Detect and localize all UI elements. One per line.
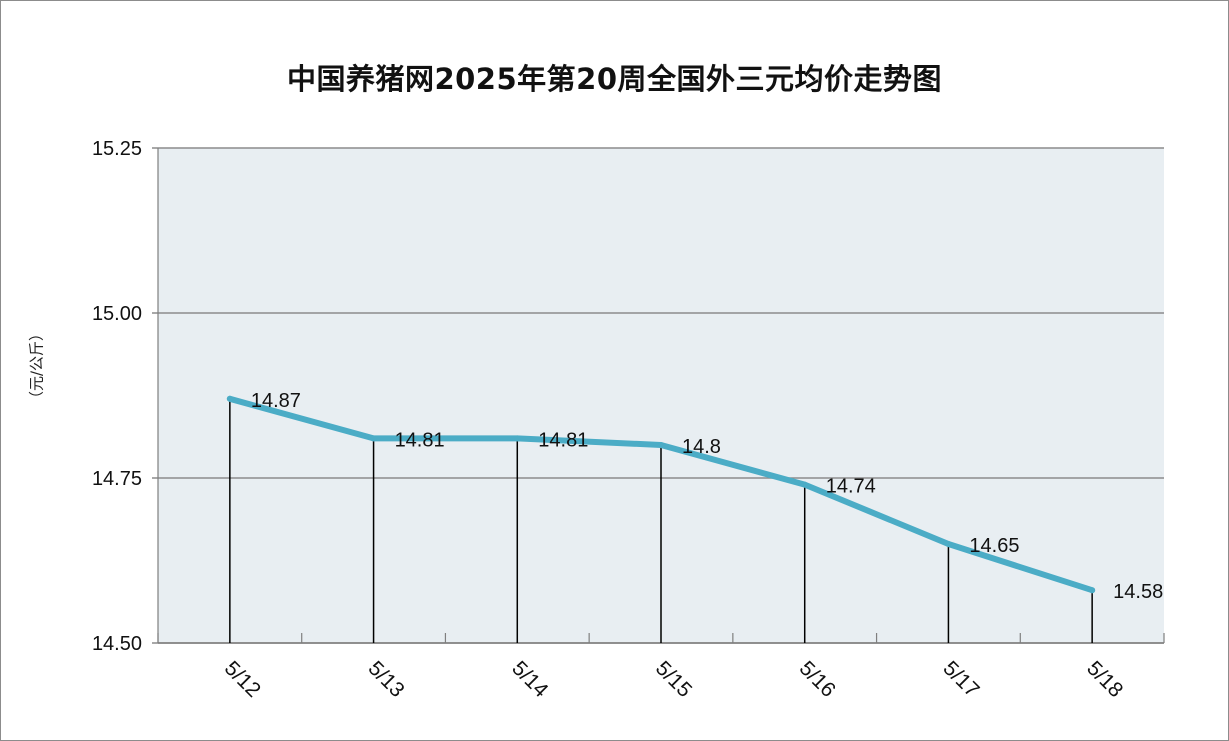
data-label: 14.81 (395, 429, 445, 451)
data-label: 14.87 (251, 390, 301, 412)
data-point (370, 435, 377, 442)
data-point (658, 442, 664, 448)
drop-lines (229, 398, 1093, 643)
data-label: 14.81 (538, 429, 588, 451)
y-tick-label: 15.00 (92, 303, 142, 325)
data-point (226, 395, 233, 402)
x-tick-label: 5/15 (651, 657, 696, 702)
x-tick-label: 5/13 (364, 657, 409, 702)
x-tick-label: 5/16 (795, 657, 840, 702)
chart-title: 中国养猪网2025年第20周全国外三元均价走势图 (286, 62, 943, 96)
series-line (226, 395, 1096, 594)
data-point (1089, 587, 1096, 594)
x-tick-label: 5/17 (938, 657, 983, 702)
data-point (945, 541, 952, 547)
y-tick-label: 14.75 (92, 468, 142, 490)
y-tick-label: 14.50 (92, 633, 142, 655)
data-labels: 14.87 14.81 14.81 14.8 14.74 14.65 14.58 (251, 390, 1163, 603)
y-axis-ticks: 14.50 14.75 15.00 15.25 (92, 138, 142, 655)
data-label: 14.74 (826, 476, 876, 498)
x-tick-label: 5/14 (507, 657, 552, 702)
x-tick-label: 5/12 (220, 657, 265, 702)
data-label: 14.58 (1113, 581, 1163, 603)
x-axis-labels: 5/12 5/13 5/14 5/15 5/16 5/17 5/18 (220, 657, 1127, 702)
data-point (514, 435, 521, 442)
data-point (801, 481, 808, 488)
data-label: 14.65 (969, 535, 1019, 557)
data-label: 14.8 (682, 436, 721, 458)
x-tick-label: 5/18 (1082, 657, 1127, 702)
y-tick-label: 15.25 (92, 138, 142, 160)
